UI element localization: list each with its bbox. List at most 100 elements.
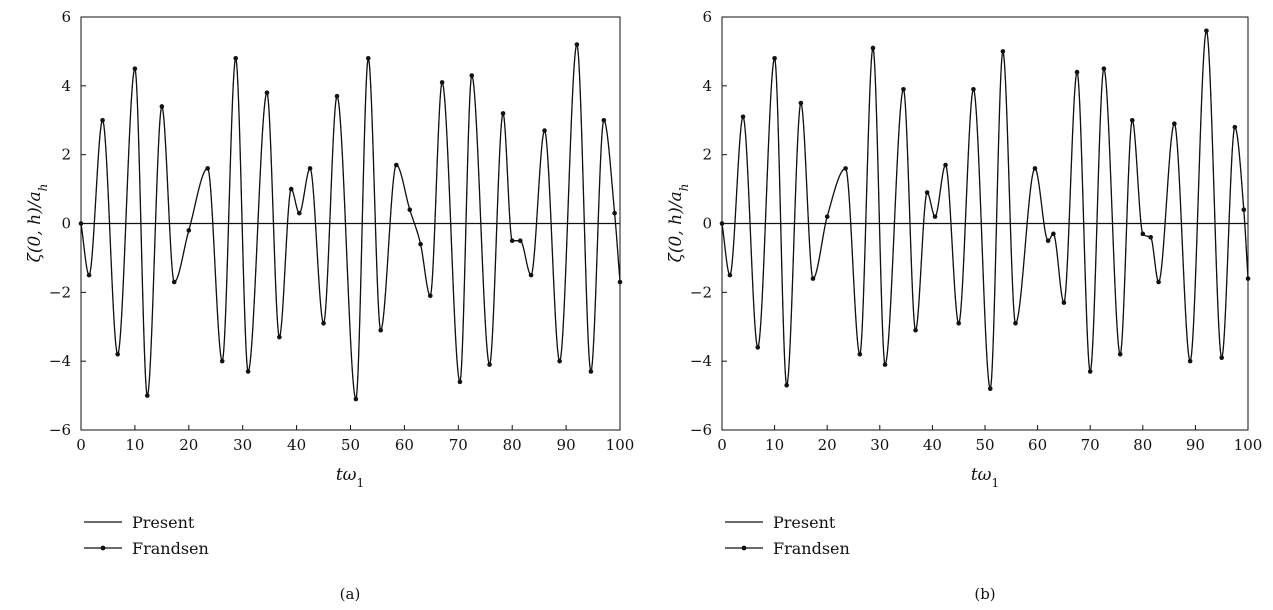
frandsen-data-point [353, 396, 359, 402]
panel-label: (b) [974, 585, 995, 603]
frandsen-data-point [528, 272, 534, 278]
frandsen-data-point [427, 293, 433, 299]
legend-frandsen-marker [100, 545, 106, 551]
frandsen-data-point [1087, 369, 1093, 374]
frandsen-data-point [144, 393, 150, 398]
frandsen-data-point [205, 166, 210, 171]
y-tick-label: 6 [61, 8, 71, 26]
frandsen-data-point [500, 111, 506, 116]
x-tick-label: 30 [870, 436, 889, 454]
y-tick-label: −6 [49, 421, 71, 439]
frandsen-data-point [1045, 238, 1051, 244]
frandsen-data-point [1156, 279, 1161, 285]
frandsen-data-point [870, 45, 876, 51]
y-tick-label: 6 [702, 8, 712, 26]
frandsen-series-line [721, 29, 1249, 390]
y-tick-label: 0 [702, 215, 712, 233]
x-axis-label: tω1 [336, 465, 364, 490]
x-tick-label: 40 [287, 436, 306, 454]
frandsen-data-point [1101, 66, 1107, 71]
frandsen-data-point [574, 42, 580, 47]
y-tick-label: 4 [61, 77, 71, 95]
frandsen-data-point [394, 162, 399, 168]
frandsen-data-point [1241, 207, 1247, 213]
panel-label: (a) [340, 585, 361, 603]
frandsen-data-point [617, 279, 623, 285]
frandsen-data-point [901, 86, 906, 92]
frandsen-data-point [321, 321, 326, 326]
x-tick-label: 100 [1234, 436, 1263, 454]
y-axis-label: ζ(0, h)/ah [25, 184, 50, 263]
legend-frandsen-marker [741, 545, 747, 551]
frandsen-data-point [307, 166, 313, 171]
frandsen-data-point [100, 117, 105, 123]
x-tick-label: 80 [503, 436, 522, 454]
frandsen-data-point [740, 114, 746, 120]
x-tick-label: 60 [395, 436, 414, 454]
frandsen-data-point [1140, 231, 1146, 237]
x-tick-label: 0 [76, 436, 86, 454]
frandsen-data-point [943, 162, 948, 168]
y-tick-label: 4 [702, 77, 712, 95]
legend-frandsen-label: Frandsen [132, 539, 209, 558]
frandsen-data-point [1172, 121, 1177, 126]
frandsen-data-point [924, 190, 930, 195]
y-tick-label: 2 [702, 146, 712, 164]
y-tick-label: −4 [690, 352, 712, 370]
y-tick-label: −4 [49, 352, 71, 370]
frandsen-data-point [1148, 234, 1153, 240]
frandsen-data-point [219, 358, 225, 364]
y-tick-label: −2 [690, 283, 712, 301]
frandsen-data-point [1219, 355, 1224, 361]
frandsen-data-point [517, 238, 523, 244]
frandsen-data-point [971, 86, 976, 92]
frandsen-data-point [407, 207, 413, 213]
frandsen-series-line [80, 43, 621, 401]
x-tick-label: 0 [717, 436, 727, 454]
frandsen-data-point [1061, 300, 1067, 305]
x-tick-label: 10 [765, 436, 784, 454]
frandsen-data-point [378, 327, 383, 333]
frandsen-data-point [159, 104, 165, 109]
frandsen-data-point [843, 166, 848, 171]
frandsen-data-point [186, 228, 192, 233]
frandsen-data-point [798, 100, 804, 106]
frandsen-data-point [264, 90, 270, 96]
frandsen-data-point [772, 56, 777, 61]
frandsen-data-point [1232, 124, 1238, 130]
frandsen-data-point [1051, 231, 1056, 237]
frandsen-data-point [956, 321, 961, 326]
frandsen-data-point [277, 334, 282, 340]
x-tick-label: 40 [923, 436, 942, 454]
x-tick-label: 50 [341, 436, 360, 454]
frandsen-data-point [1032, 166, 1038, 171]
x-axis-label: tω1 [971, 465, 999, 490]
frandsen-data-point [457, 379, 463, 385]
frandsen-data-point [588, 369, 594, 374]
frandsen-data-point [296, 210, 302, 216]
frandsen-data-point [987, 386, 993, 392]
frandsen-data-point [612, 210, 617, 216]
frandsen-data-point [857, 351, 863, 357]
y-tick-label: −2 [49, 283, 71, 301]
frandsen-data-point [932, 214, 938, 219]
frandsen-data-point [719, 221, 725, 226]
frandsen-data-point [557, 358, 562, 364]
frandsen-data-point [245, 369, 251, 374]
frandsen-data-point [365, 56, 371, 61]
frandsen-data-point [1187, 358, 1193, 364]
legend-present-label: Present [132, 513, 195, 532]
frandsen-data-point [755, 345, 761, 350]
frandsen-data-point [509, 238, 515, 244]
y-tick-label: 0 [61, 215, 71, 233]
x-tick-label: 20 [179, 436, 198, 454]
x-tick-label: 70 [1081, 436, 1100, 454]
frandsen-data-point [1204, 28, 1209, 34]
legend: Present Frandsen [84, 513, 209, 558]
frandsen-data-point [1245, 276, 1251, 281]
x-tick-label: 20 [818, 436, 837, 454]
frandsen-data-point [913, 327, 918, 333]
x-tick-label: 90 [557, 436, 576, 454]
y-tick-label: −6 [690, 421, 712, 439]
